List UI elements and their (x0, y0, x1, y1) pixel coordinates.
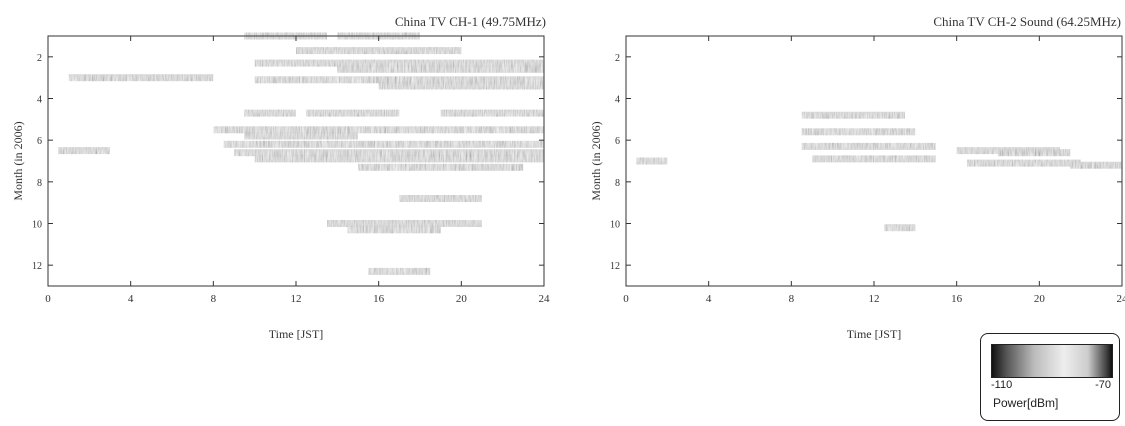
y-tick-label: 10 (610, 220, 620, 231)
x-tick-label: 4 (706, 293, 712, 305)
x-tick-label: 20 (1034, 293, 1046, 305)
heatmap-band (1070, 161, 1122, 169)
chart-title: China TV CH-2 Sound (64.25MHz) (933, 14, 1121, 29)
heatmap-band (254, 59, 544, 67)
x-axis-ticks: 0 4 8 12 16 20 24 (623, 36, 1125, 305)
x-axis-ticks: 0 4 8 12 16 20 24 (45, 36, 550, 305)
heatmap-band (254, 155, 544, 163)
y-tick-label: 10 (32, 220, 42, 231)
heatmap-band (254, 76, 544, 84)
y-tick-label: 4 (615, 95, 620, 106)
y-tick-label: 12 (610, 261, 620, 272)
heatmap-band (967, 159, 1081, 167)
heatmap-band (234, 149, 544, 157)
x-axis-label: Time [JST] (847, 327, 902, 341)
colorbar-min-label: -110 (991, 379, 1013, 391)
heatmap-band (244, 109, 296, 117)
chart-panel-ch1: China TV CH-1 (49.75MHz) 0 4 8 12 16 20 24 246… (11, 14, 550, 341)
heatmap-band (440, 109, 544, 117)
x-tick-label: 0 (45, 293, 51, 305)
chart-panel-ch2: China TV CH-2 Sound (64.25MHz) 0 4 8 12 16 20… (589, 14, 1125, 341)
heatmap-band (223, 140, 544, 148)
y-axis-ticks: 2 4 6 8 10 12 (32, 53, 544, 272)
heatmap-band (306, 109, 400, 117)
colorbar-gradient (991, 344, 1113, 378)
heatmap-band (213, 126, 545, 134)
heatmap-band (812, 155, 936, 163)
y-axis-label: Month (in 2006) (589, 121, 603, 200)
chart-title: China TV CH-1 (49.75MHz) (395, 14, 546, 29)
heatmap-band (368, 267, 431, 275)
y-axis-ticks: 2 4 6 8 10 12 (610, 53, 1122, 272)
x-tick-label: 24 (539, 293, 551, 305)
x-tick-label: 0 (623, 293, 629, 305)
x-tick-label: 8 (211, 293, 217, 305)
x-tick-label: 8 (789, 293, 795, 305)
heatmap-band (68, 74, 214, 82)
heatmap-band (801, 142, 936, 150)
x-tick-label: 16 (951, 293, 963, 305)
heatmap-band (296, 47, 462, 55)
colorbar-title: Power[dBm] (993, 396, 1059, 410)
heatmap-band (378, 82, 544, 90)
heatmap-band (801, 128, 916, 136)
x-tick-label: 24 (1117, 293, 1125, 305)
heatmap-band (636, 157, 668, 165)
heatmap-band (327, 220, 482, 227)
y-axis-label: Month (in 2006) (11, 121, 25, 200)
x-tick-label: 4 (128, 293, 134, 305)
x-tick-label: 12 (869, 293, 880, 305)
y-tick-label: 8 (37, 178, 42, 189)
y-tick-label: 4 (37, 95, 42, 106)
heatmap-band (884, 224, 916, 232)
x-axis-label: Time [JST] (269, 327, 324, 341)
heatmap-band (998, 149, 1071, 157)
heatmap-band (337, 65, 544, 73)
colorbar-legend: -110 -70 Power[dBm] (980, 333, 1120, 421)
x-tick-label: 20 (456, 293, 468, 305)
heatmap-band (244, 132, 358, 140)
heatmap-bands (636, 111, 1122, 232)
x-tick-label: 16 (373, 293, 385, 305)
heatmap-band (358, 163, 524, 171)
y-tick-label: 8 (615, 178, 620, 189)
y-tick-label: 2 (37, 53, 42, 64)
heatmap-band (801, 111, 905, 119)
heatmap-band (399, 195, 482, 202)
y-tick-label: 6 (615, 136, 620, 147)
heatmap-band (58, 147, 110, 155)
y-tick-label: 12 (32, 261, 42, 272)
y-tick-label: 2 (615, 53, 620, 64)
heatmap-bands (58, 32, 545, 275)
heatmap-band (347, 226, 441, 234)
colorbar-max-label: -70 (1095, 379, 1111, 391)
x-tick-label: 12 (291, 293, 302, 305)
y-tick-label: 6 (37, 136, 42, 147)
